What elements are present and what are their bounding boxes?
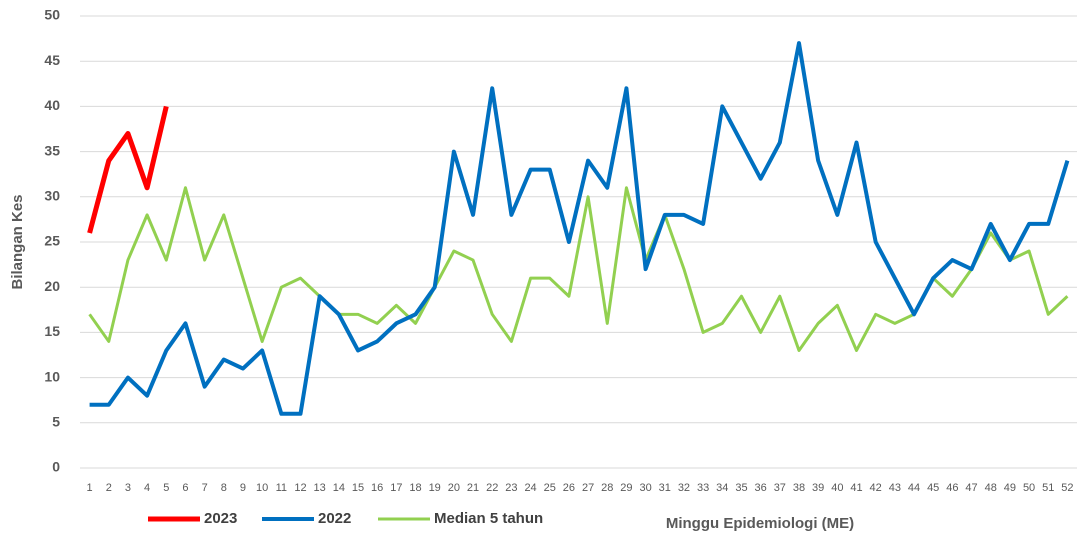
x-tick-label: 34 — [716, 482, 728, 494]
x-tick-label: 21 — [467, 482, 479, 494]
x-tick-label: 24 — [524, 482, 536, 494]
legend-label: Median 5 tahun — [434, 510, 543, 527]
series-line — [88, 186, 1069, 352]
y-tick-label: 30 — [44, 188, 60, 204]
legend-label: 2022 — [318, 510, 351, 527]
x-tick-label: 22 — [486, 482, 498, 494]
x-tick-label: 17 — [390, 482, 402, 494]
y-tick-label: 45 — [44, 52, 60, 68]
x-tick-label: 16 — [371, 482, 383, 494]
x-tick-label: 6 — [182, 482, 188, 494]
x-tick-label: 48 — [985, 482, 997, 494]
x-tick-label: 46 — [946, 482, 958, 494]
x-tick-label: 4 — [144, 482, 150, 494]
x-tick-label: 3 — [125, 482, 131, 494]
x-tick-label: 1 — [87, 482, 93, 494]
x-tick-label: 31 — [659, 482, 671, 494]
x-tick-label: 14 — [333, 482, 345, 494]
x-tick-label: 47 — [965, 482, 977, 494]
series-line — [89, 41, 1070, 416]
x-tick-label: 28 — [601, 482, 613, 494]
x-tick-label: 42 — [870, 482, 882, 494]
x-tick-label: 5 — [163, 482, 169, 494]
x-tick-label: 33 — [697, 482, 709, 494]
x-tick-label: 43 — [889, 482, 901, 494]
y-tick-label: 25 — [44, 233, 60, 249]
x-tick-label: 15 — [352, 482, 364, 494]
series-line — [87, 105, 169, 234]
x-tick-label: 27 — [582, 482, 594, 494]
x-tick-label: 20 — [448, 482, 460, 494]
x-tick-label: 11 — [276, 482, 287, 494]
x-tick-label: 38 — [793, 482, 805, 494]
x-tick-label: 30 — [639, 482, 651, 494]
x-tick-label: 45 — [927, 482, 939, 494]
x-tick-label: 26 — [563, 482, 575, 494]
x-tick-label: 37 — [774, 482, 786, 494]
x-tick-label: 35 — [735, 482, 747, 494]
x-tick-label: 39 — [812, 482, 824, 494]
x-tick-label: 19 — [429, 482, 441, 494]
x-tick-label: 51 — [1042, 482, 1054, 494]
y-tick-label: 15 — [44, 323, 60, 339]
x-tick-label: 2 — [106, 482, 112, 494]
x-tick-label: 13 — [314, 482, 326, 494]
x-tick-label: 10 — [256, 482, 268, 494]
x-tick-label: 25 — [544, 482, 556, 494]
x-tick-label: 18 — [409, 482, 421, 494]
x-tick-label: 23 — [505, 482, 517, 494]
y-tick-label: 50 — [44, 7, 60, 23]
x-tick-label: 12 — [294, 482, 306, 494]
x-tick-label: 50 — [1023, 482, 1035, 494]
x-tick-label: 32 — [678, 482, 690, 494]
y-tick-label: 35 — [44, 142, 60, 158]
x-tick-label: 36 — [755, 482, 767, 494]
x-tick-label: 7 — [202, 482, 208, 494]
y-tick-label: 10 — [44, 368, 60, 384]
x-tick-label: 8 — [221, 482, 227, 494]
x-axis-title: Minggu Epidemiologi (ME) — [666, 515, 854, 532]
x-tick-label: 41 — [850, 482, 862, 494]
legend-label: 2023 — [204, 510, 237, 527]
x-tick-label: 44 — [908, 482, 920, 494]
x-tick-label: 9 — [240, 482, 246, 494]
y-tick-label: 0 — [52, 459, 60, 475]
y-axis-title: Bilangan Kes — [9, 194, 26, 289]
y-tick-label: 5 — [52, 414, 60, 430]
x-tick-label: 40 — [831, 482, 843, 494]
x-tick-label: 29 — [620, 482, 632, 494]
x-tick-label: 52 — [1061, 482, 1073, 494]
x-tick-label: 49 — [1004, 482, 1016, 494]
y-tick-label: 40 — [44, 97, 60, 113]
y-tick-label: 20 — [44, 278, 60, 294]
